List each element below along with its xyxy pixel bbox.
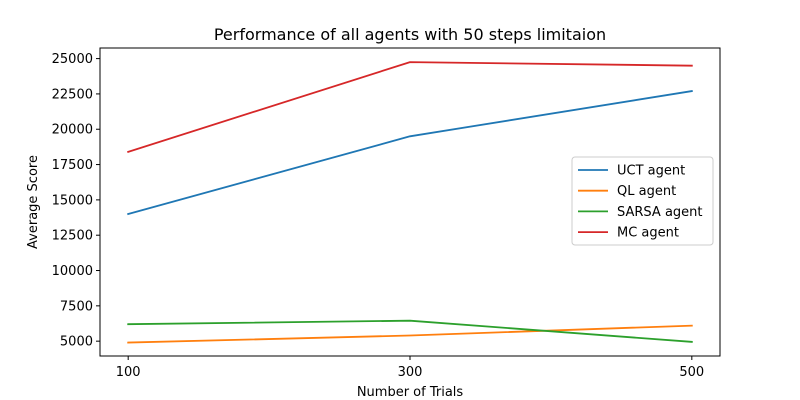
y-tick-label: 7500 — [60, 299, 93, 314]
y-tick-label: 12500 — [52, 229, 93, 244]
x-tick-label: 300 — [398, 365, 423, 380]
y-tick-label: 5000 — [60, 335, 93, 350]
series-line-2 — [127, 319, 693, 343]
legend-label-2: SARSA agent — [617, 205, 703, 220]
legend-label-3: MC agent — [617, 226, 679, 241]
x-axis-label: Number of Trials — [357, 385, 464, 400]
series-line-0 — [127, 90, 693, 216]
y-axis-label: Average Score — [26, 155, 41, 249]
y-tick-label: 22500 — [52, 87, 93, 102]
series-layer — [127, 61, 693, 344]
y-tick-label: 20000 — [52, 123, 93, 138]
y-tick-label: 25000 — [52, 52, 93, 67]
y-axis-ticks: 5000 7500 10000 12500 15000 17500 20000 22500 25… — [52, 52, 100, 350]
x-tick-label: 500 — [679, 365, 704, 380]
x-axis-ticks: 100 300 500 — [116, 356, 704, 380]
legend: UCT agent QL agent SARSA agent MC agent — [571, 156, 714, 246]
x-tick-label: 100 — [116, 365, 141, 380]
y-tick-label: 17500 — [52, 158, 93, 173]
series-line-3 — [127, 61, 693, 153]
legend-label-0: UCT agent — [617, 164, 685, 179]
y-tick-label: 10000 — [52, 264, 93, 279]
legend-box — [571, 156, 714, 246]
series-line-1 — [127, 324, 693, 344]
y-tick-label: 15000 — [52, 193, 93, 208]
chart-title: Performance of all agents with 50 steps … — [214, 25, 606, 44]
legend-label-1: QL agent — [617, 184, 676, 199]
